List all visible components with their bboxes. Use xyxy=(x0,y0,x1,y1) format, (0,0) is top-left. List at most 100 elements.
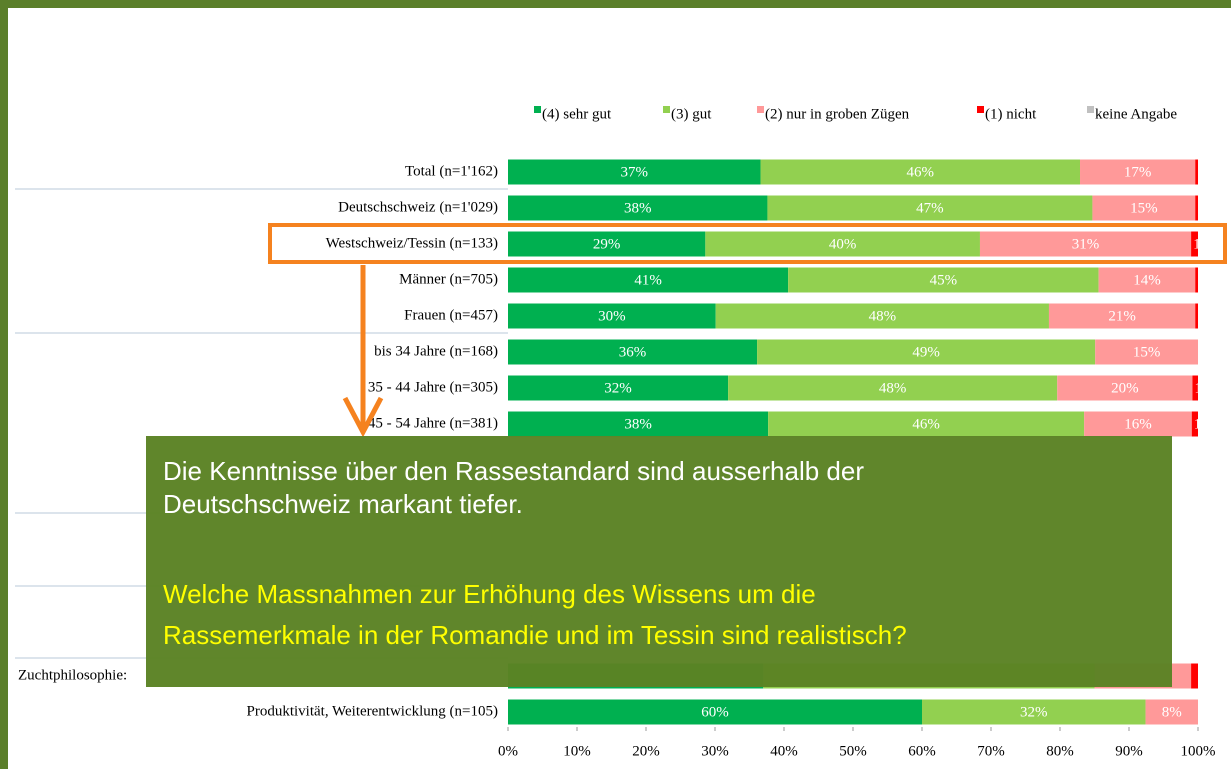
x-tick-label: 60% xyxy=(908,743,936,759)
value-label: 46% xyxy=(907,164,935,180)
category-label: Total (n=1'162) xyxy=(405,163,498,179)
value-label: 1% xyxy=(1193,236,1213,252)
value-label: 47% xyxy=(916,200,944,216)
category-label: 45 - 54 Jahre (n=381) xyxy=(368,415,498,431)
legend-label: (2) nur in groben Zügen xyxy=(765,106,910,122)
x-tick-label: 20% xyxy=(632,743,660,759)
bar-segment xyxy=(1192,375,1198,401)
x-tick-label: 30% xyxy=(701,743,729,759)
highlight-box xyxy=(268,223,1227,264)
legend-swatch xyxy=(663,106,670,113)
value-label: 49% xyxy=(912,344,940,360)
bar-segment xyxy=(1191,231,1198,257)
bar-segment xyxy=(508,303,716,329)
value-label: 31% xyxy=(1072,236,1100,252)
callout-question: Rassemerkmale in der Romandie und im Tes… xyxy=(163,620,907,650)
bar-segment xyxy=(1057,375,1193,401)
callout-question: Welche Massnahmen zur Erhöhung des Wisse… xyxy=(163,579,816,609)
bar-segment xyxy=(508,195,768,221)
bar-segment xyxy=(767,195,1093,221)
bar-segment xyxy=(1195,159,1198,185)
value-label: 1% xyxy=(1194,416,1214,432)
arrow xyxy=(342,265,384,438)
value-label: 45% xyxy=(930,272,958,288)
value-label: 8% xyxy=(1162,704,1182,720)
bar-segment xyxy=(1195,195,1198,221)
category-label: Deutschschweiz (n=1'029) xyxy=(338,199,498,215)
bar-segment xyxy=(1048,303,1196,329)
value-label: 60% xyxy=(701,704,729,720)
bar-segment xyxy=(508,267,789,293)
value-label: 1% xyxy=(1194,380,1214,396)
value-label: 37% xyxy=(621,164,649,180)
callout-box xyxy=(146,436,1172,687)
value-label: 21% xyxy=(1108,308,1136,324)
category-label: Männer (n=705) xyxy=(399,271,498,287)
x-axis: 0% 10% 20% 30% 40% 50% 60% 70% 80% 90% 100% xyxy=(498,727,1216,759)
bar-segment xyxy=(728,375,1058,401)
value-label: 14% xyxy=(1133,272,1161,288)
bar-segment xyxy=(768,411,1085,437)
x-tick-label: 0% xyxy=(498,743,518,759)
bar-segment xyxy=(508,231,706,257)
legend-label: keine Angabe xyxy=(1095,106,1177,122)
x-tick-label: 10% xyxy=(563,743,591,759)
value-label: 32% xyxy=(604,380,632,396)
legend-swatch xyxy=(1087,106,1094,113)
value-label: 36% xyxy=(619,344,647,360)
x-tick-label: 50% xyxy=(839,743,867,759)
value-label: 29% xyxy=(593,236,621,252)
legend-swatch xyxy=(977,106,984,113)
value-label: 15% xyxy=(1130,200,1158,216)
bar-segment xyxy=(1095,339,1198,365)
value-label: 48% xyxy=(879,380,907,396)
x-tick-label: 100% xyxy=(1181,743,1216,759)
category-label: bis 34 Jahre (n=168) xyxy=(374,343,498,359)
value-label: 48% xyxy=(869,308,897,324)
callout-text: Die Kenntnisse über den Rassestandard si… xyxy=(163,456,864,486)
bar-segment xyxy=(1084,411,1192,437)
value-label: 38% xyxy=(624,200,652,216)
bar-segment xyxy=(1098,267,1196,293)
bar-segment xyxy=(1080,159,1196,185)
value-label: 32% xyxy=(1020,704,1048,720)
category-label: Zuchtphilosophie: xyxy=(18,667,127,683)
bar-segment xyxy=(715,303,1049,329)
legend-swatch xyxy=(757,106,764,113)
bar-segment xyxy=(760,159,1081,185)
value-label: 17% xyxy=(1124,164,1152,180)
bar-segment xyxy=(1191,663,1198,689)
legend: (4) sehr gut (3) gut (2) nur in groben Züg… xyxy=(534,106,1177,122)
bar-segment xyxy=(705,231,980,257)
category-label: Frauen (n=457) xyxy=(404,307,498,323)
legend-swatch xyxy=(534,106,541,113)
bar-segment xyxy=(1195,303,1198,329)
value-label: 40% xyxy=(829,236,857,252)
legend-label: (1) nicht xyxy=(985,106,1037,122)
value-label: 41% xyxy=(634,272,662,288)
bar-segment xyxy=(922,699,1146,725)
bar-segment xyxy=(1145,699,1198,725)
bar-segment xyxy=(508,159,761,185)
bar-segment xyxy=(508,375,729,401)
legend-label: (4) sehr gut xyxy=(542,106,612,122)
bar-segment xyxy=(1191,411,1198,437)
value-label: 30% xyxy=(598,308,626,324)
bar-segment xyxy=(979,231,1192,257)
bar-segment xyxy=(757,339,1096,365)
x-tick-label: 90% xyxy=(1115,743,1143,759)
x-tick-label: 80% xyxy=(1046,743,1074,759)
category-label: Produktivität, Weiterentwicklung (n=105) xyxy=(246,703,498,719)
value-label: 15% xyxy=(1133,344,1161,360)
category-label: 35 - 44 Jahre (n=305) xyxy=(368,379,498,395)
category-label: Westschweiz/Tessin (n=133) xyxy=(326,235,498,251)
bar-segment xyxy=(508,699,922,725)
value-label: 38% xyxy=(624,416,652,432)
legend-label: (3) gut xyxy=(671,106,712,122)
x-tick-label: 40% xyxy=(770,743,798,759)
bar-segment xyxy=(1195,267,1198,293)
bar-segment xyxy=(788,267,1099,293)
value-label: 16% xyxy=(1124,416,1152,432)
bar-segment xyxy=(508,411,769,437)
